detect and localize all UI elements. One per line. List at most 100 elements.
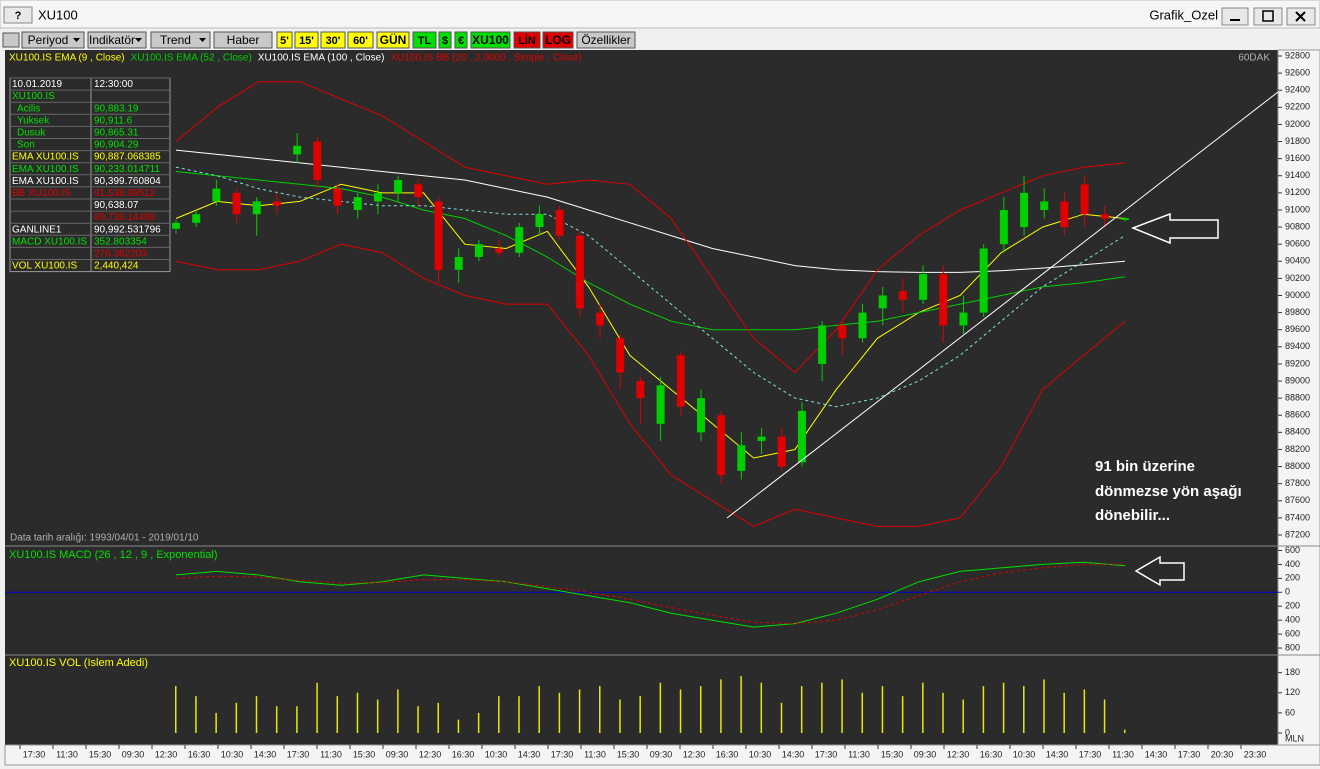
y-tick-label: 91400 (1285, 170, 1310, 180)
help-button[interactable] (3, 6, 33, 24)
y-tick-label: 87800 (1285, 478, 1310, 488)
time-label: 15:30 (89, 749, 112, 759)
y-tick-label: 92200 (1285, 102, 1310, 112)
y-tick-label: 200 (1285, 573, 1300, 583)
candle-body (858, 312, 867, 339)
dropdown-icon (135, 38, 142, 42)
candle-body (818, 325, 827, 364)
toolbar-button[interactable] (576, 31, 636, 49)
y-tick-label: 89200 (1285, 358, 1310, 368)
toolbar-button[interactable] (150, 31, 211, 49)
y-tick-label: 88200 (1285, 444, 1310, 454)
legend-entry: XU100.IS EMA (9 , Close) (9, 53, 125, 64)
info-value: 90,883.19 (94, 103, 139, 114)
candle-body (757, 436, 766, 441)
indicator-line (175, 183, 1126, 459)
volume-bar (1103, 699, 1106, 733)
toolbar-button[interactable] (438, 31, 452, 49)
chart-icon[interactable] (2, 32, 20, 48)
toolbar-button[interactable] (513, 31, 541, 49)
time-label: 12:30 (419, 749, 442, 759)
time-label: 12:30 (683, 749, 706, 759)
toolbar-button[interactable] (470, 31, 511, 49)
toolbar-button[interactable] (87, 31, 147, 49)
toolbar-button[interactable] (347, 31, 374, 49)
volume-bar (821, 682, 823, 733)
y-tick-label: 400 (1285, 615, 1300, 625)
volume-bar (316, 682, 318, 733)
volume-bar (296, 706, 298, 733)
time-label: 16:30 (716, 749, 739, 759)
candle-body (172, 222, 180, 229)
candle-body (696, 398, 705, 433)
candle-body (939, 274, 948, 326)
maximize-button[interactable] (1253, 7, 1283, 26)
info-value: 89,739.14488 (94, 212, 156, 223)
date-range: Data tarih aralığı: 1993/04/01 - 2019/01… (10, 533, 199, 544)
candle-body (797, 410, 806, 463)
toolbar-label: 5' (280, 35, 289, 47)
time-label: 14:30 (518, 749, 541, 759)
time-label: 10:30 (485, 749, 508, 759)
candle-body (353, 197, 362, 210)
volume-bar (578, 689, 581, 733)
volume-bar (1083, 689, 1086, 733)
candle-body (252, 201, 261, 215)
candle-body (313, 141, 322, 181)
y-tick-label: 200 (1285, 601, 1300, 611)
volume-bar (780, 702, 783, 733)
volume-bar (962, 699, 964, 733)
y-tick-label: 400 (1285, 559, 1300, 569)
minimize-button[interactable] (1221, 7, 1249, 26)
volume-bar (922, 682, 924, 733)
candle-body (1040, 201, 1049, 210)
legend-entry: XU100.IS EMA (100 , Close) (258, 53, 385, 64)
arrow (1130, 212, 1219, 245)
y-tick-label: 91800 (1285, 136, 1310, 146)
y-tick-label: 89800 (1285, 307, 1310, 317)
time-label: 14:30 (254, 749, 277, 759)
y-tick-label: 90400 (1285, 256, 1310, 266)
toolbar-button[interactable] (376, 31, 410, 49)
info-label: Dusuk (17, 128, 46, 139)
time-label: 09:30 (650, 749, 673, 759)
info-label: Acilis (17, 103, 40, 114)
indicator-line (175, 81, 1126, 374)
toolbar-button[interactable] (320, 31, 346, 49)
title-bar (0, 0, 1320, 29)
y-tick-label: 90800 (1285, 221, 1310, 231)
toolbar-label: LİN (518, 34, 536, 47)
volume-bar (942, 692, 944, 733)
volume-bar (1002, 682, 1005, 733)
toolbar-button[interactable] (213, 31, 273, 49)
volume-bar (255, 696, 258, 733)
y-tick-label: 92600 (1285, 67, 1310, 77)
volume-bar (881, 686, 884, 733)
toolbar: Periyod Indikatör Trend Haber 5' 15' 30' 60' GÜN… (21, 31, 636, 49)
toolbar-button[interactable] (454, 31, 468, 49)
maximize-icon (1262, 10, 1274, 22)
y-tick-label: 87200 (1285, 529, 1310, 539)
time-label: 16:30 (980, 749, 1003, 759)
volume-bar (356, 692, 359, 733)
y-tick-label: 91600 (1285, 153, 1310, 163)
window-controls (1221, 7, 1316, 26)
toolbar-button[interactable] (294, 31, 319, 49)
candle-body (192, 214, 201, 223)
candle-body (596, 312, 605, 326)
candle-body (373, 192, 382, 202)
volume-bar (720, 679, 722, 733)
volume-bar (558, 692, 561, 733)
toolbar-button[interactable] (412, 31, 437, 49)
volume-bar (901, 696, 904, 733)
toolbar-button[interactable] (542, 31, 574, 49)
volume-bar (1063, 692, 1065, 733)
candle-body (414, 184, 423, 198)
toolbar-button[interactable] (21, 31, 85, 49)
trend-line (726, 91, 1279, 519)
volume-bar (477, 712, 480, 733)
info-value: 90,887.068385 (94, 152, 161, 163)
time-label: 17:30 (23, 749, 46, 759)
toolbar-button[interactable] (276, 31, 293, 49)
